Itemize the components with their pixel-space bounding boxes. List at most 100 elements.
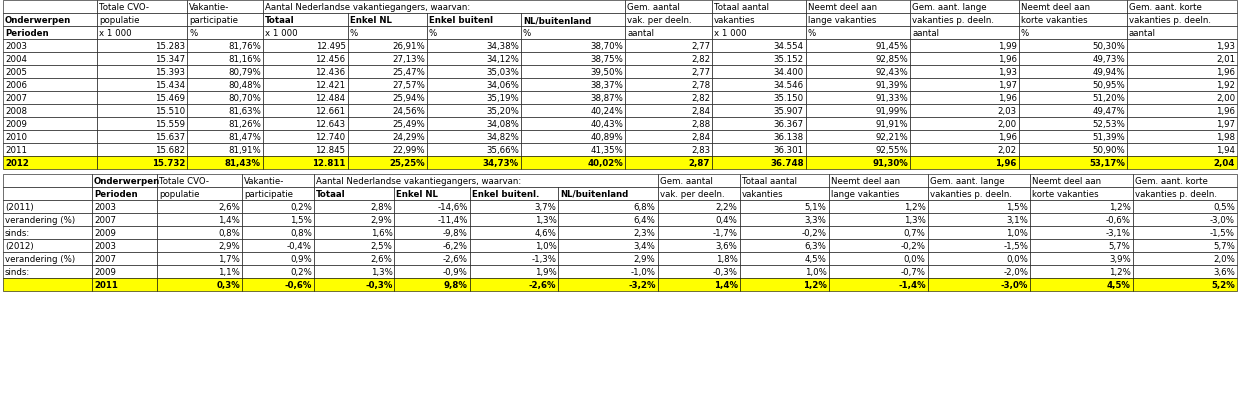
Polygon shape (347, 131, 427, 144)
Text: 1,94: 1,94 (1216, 146, 1235, 155)
Polygon shape (394, 227, 470, 239)
Text: %: % (523, 29, 531, 38)
Text: 5,1%: 5,1% (805, 203, 827, 211)
Polygon shape (928, 200, 1030, 213)
Polygon shape (558, 265, 657, 278)
Polygon shape (1133, 174, 1238, 188)
Text: -0,9%: -0,9% (443, 267, 467, 276)
Text: 0,0%: 0,0% (1007, 254, 1028, 263)
Text: 2,9%: 2,9% (218, 241, 241, 250)
Text: 81,26%: 81,26% (228, 120, 260, 129)
Polygon shape (2, 188, 92, 200)
Text: 1,2%: 1,2% (904, 203, 925, 211)
Polygon shape (657, 252, 739, 265)
Polygon shape (1133, 200, 1238, 213)
Text: 2009: 2009 (5, 120, 27, 129)
Text: 81,91%: 81,91% (228, 146, 260, 155)
Text: 12.495: 12.495 (316, 42, 346, 51)
Text: 39,50%: 39,50% (590, 68, 624, 77)
Polygon shape (427, 53, 521, 66)
Text: 81,16%: 81,16% (228, 55, 260, 64)
Text: 2008: 2008 (5, 107, 27, 116)
Text: 24,56%: 24,56% (392, 107, 425, 116)
Polygon shape (2, 157, 97, 170)
Text: 1,3%: 1,3% (534, 215, 557, 225)
Polygon shape (739, 278, 828, 291)
Text: 2,83: 2,83 (691, 146, 711, 155)
Text: -0,4%: -0,4% (288, 241, 312, 250)
Text: Enkel NL: Enkel NL (350, 16, 392, 25)
Text: 34,12%: 34,12% (486, 55, 518, 64)
Text: vakanties: vakanties (714, 16, 755, 25)
Polygon shape (470, 278, 558, 291)
Polygon shape (242, 278, 314, 291)
Polygon shape (828, 213, 928, 227)
Text: 36.301: 36.301 (774, 146, 804, 155)
Text: 34.554: 34.554 (774, 42, 804, 51)
Text: 38,70%: 38,70% (590, 42, 624, 51)
Text: 1,0%: 1,0% (534, 241, 557, 250)
Polygon shape (263, 53, 347, 66)
Text: 12.661: 12.661 (315, 107, 346, 116)
Text: %: % (429, 29, 438, 38)
Polygon shape (314, 278, 394, 291)
Text: %: % (350, 29, 358, 38)
Polygon shape (2, 174, 92, 188)
Polygon shape (739, 200, 828, 213)
Polygon shape (1133, 278, 1238, 291)
Polygon shape (263, 157, 347, 170)
Polygon shape (314, 252, 394, 265)
Polygon shape (97, 157, 187, 170)
Polygon shape (97, 40, 187, 53)
Polygon shape (1030, 213, 1133, 227)
Polygon shape (558, 200, 657, 213)
Polygon shape (558, 239, 657, 252)
Polygon shape (187, 1, 263, 14)
Text: 15.434: 15.434 (155, 81, 185, 90)
Text: 15.347: 15.347 (155, 55, 185, 64)
Polygon shape (739, 213, 828, 227)
Text: 22,99%: 22,99% (392, 146, 425, 155)
Polygon shape (712, 157, 806, 170)
Polygon shape (263, 131, 347, 144)
Polygon shape (187, 66, 263, 79)
Text: 2,87: 2,87 (688, 159, 711, 168)
Polygon shape (427, 27, 521, 40)
Polygon shape (314, 174, 657, 188)
Polygon shape (928, 227, 1030, 239)
Polygon shape (2, 92, 97, 105)
Text: populatie: populatie (159, 190, 200, 198)
Text: 2007: 2007 (94, 254, 115, 263)
Polygon shape (263, 27, 347, 40)
Polygon shape (806, 157, 910, 170)
Polygon shape (521, 92, 625, 105)
Polygon shape (625, 92, 712, 105)
Polygon shape (828, 278, 928, 291)
Text: 49,47%: 49,47% (1092, 107, 1125, 116)
Text: 6,8%: 6,8% (634, 203, 656, 211)
Text: -1,0%: -1,0% (631, 267, 656, 276)
Polygon shape (910, 14, 1019, 27)
Text: Aantal Nederlandse vakantiegangers, waarvan:: Aantal Nederlandse vakantiegangers, waar… (316, 176, 521, 186)
Polygon shape (263, 92, 347, 105)
Polygon shape (910, 40, 1019, 53)
Text: -0,2%: -0,2% (801, 229, 827, 237)
Polygon shape (187, 27, 263, 40)
Polygon shape (156, 239, 242, 252)
Text: 34.546: 34.546 (774, 81, 804, 90)
Text: 2,77: 2,77 (691, 42, 711, 51)
Polygon shape (1030, 227, 1133, 239)
Polygon shape (806, 40, 910, 53)
Text: -0,7%: -0,7% (900, 267, 925, 276)
Polygon shape (806, 14, 910, 27)
Polygon shape (521, 40, 625, 53)
Text: -3,1%: -3,1% (1106, 229, 1131, 237)
Text: korte vakanties: korte vakanties (1032, 190, 1099, 198)
Polygon shape (1030, 278, 1133, 291)
Polygon shape (625, 157, 712, 170)
Text: 15.732: 15.732 (151, 159, 185, 168)
Text: %: % (188, 29, 197, 38)
Text: Perioden: Perioden (5, 29, 48, 38)
Text: verandering (%): verandering (%) (5, 215, 76, 225)
Polygon shape (1133, 252, 1238, 265)
